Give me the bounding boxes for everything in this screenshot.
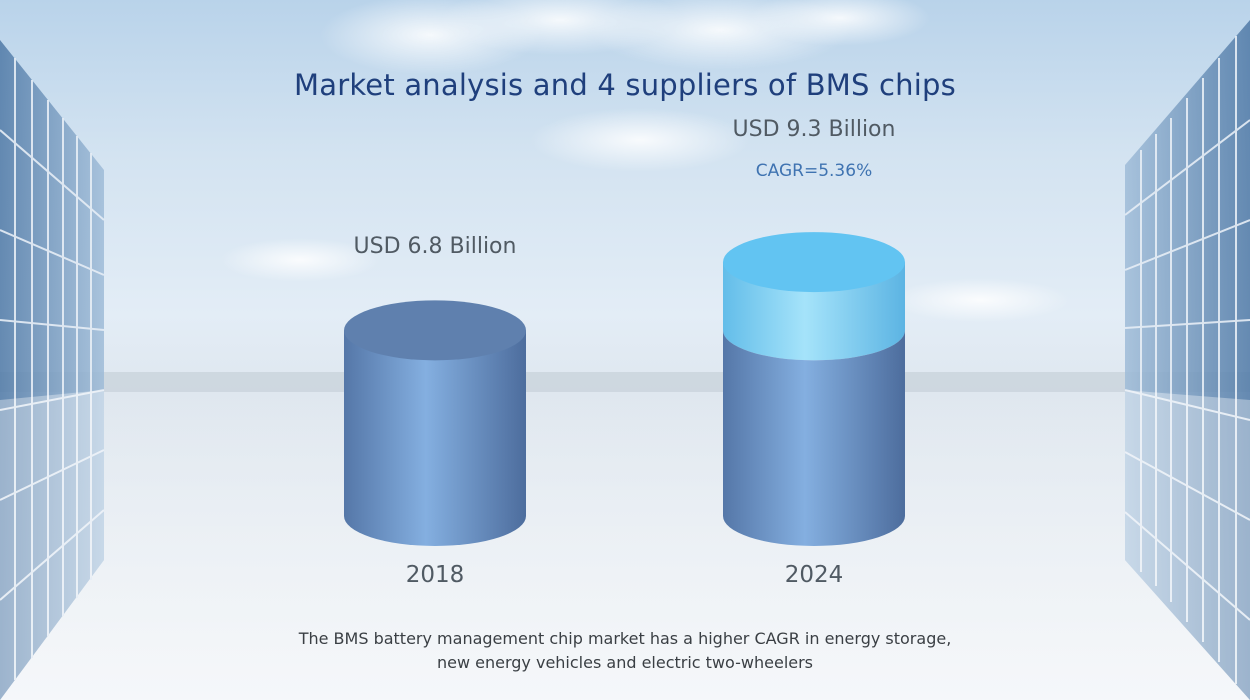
bar-2024-base-segment [723,330,905,546]
data-label-2018: USD 6.8 Billion [353,234,517,260]
chart-title: Market analysis and 4 suppliers of BMS c… [294,68,956,102]
caption-line-2: new energy vehicles and electric two-whe… [436,653,814,672]
clouds [220,0,1070,322]
right-glass-building [1124,20,1250,700]
bar-2018-body [344,330,526,546]
data-label-2024: USD 9.3 Billion [732,117,896,143]
horizon-band [0,372,1250,392]
category-label-2024: 2024 [784,562,844,588]
left-glass-building [0,40,105,700]
caption-line-1: The BMS battery management chip market h… [298,629,952,648]
bar-2018-top [344,300,526,361]
bar-2024-top [723,232,905,293]
cagr-annotation: CAGR=5.36% [755,161,873,182]
category-label-2018: 2018 [405,562,465,588]
